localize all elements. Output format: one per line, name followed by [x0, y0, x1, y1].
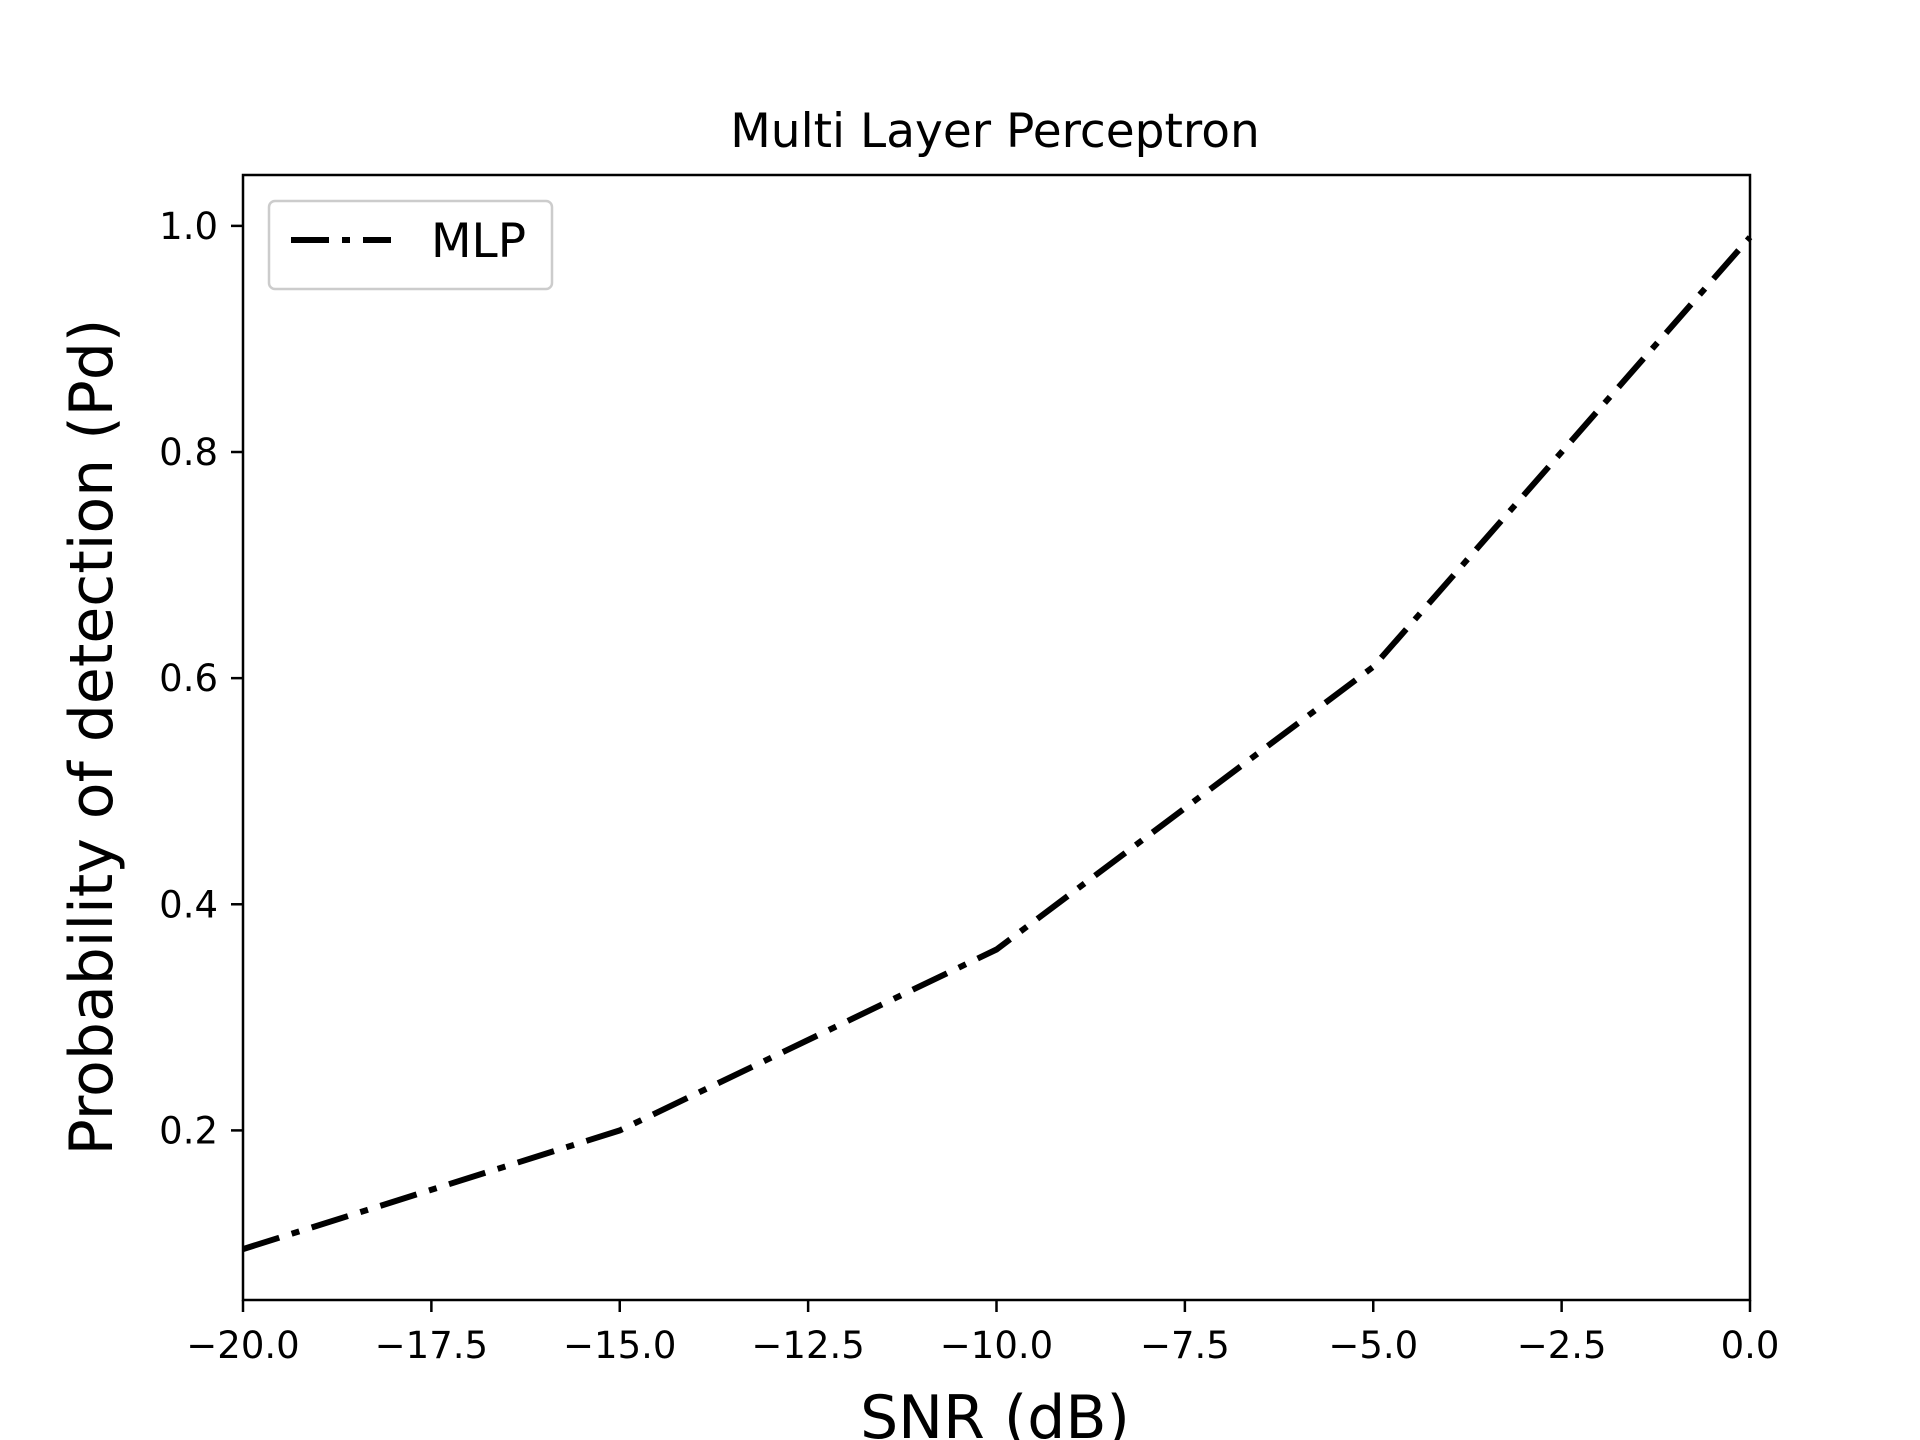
- chart-title: Multi Layer Perceptron: [730, 104, 1260, 159]
- x-tick-label: −2.5: [1517, 1324, 1607, 1367]
- x-tick-label: −5.0: [1328, 1324, 1418, 1367]
- x-axis-title: SNR (dB): [860, 1383, 1130, 1440]
- y-axis-title: Probability of detection (Pd): [57, 319, 127, 1156]
- series-line-mlp: [242, 235, 1753, 1252]
- x-tick-label: 0.0: [1721, 1324, 1780, 1367]
- plot-frame: [241, 173, 1752, 1302]
- y-tick-label: 0.6: [159, 657, 218, 700]
- legend: MLP: [267, 199, 554, 291]
- legend-label-mlp: MLP: [431, 214, 526, 269]
- x-tick-label: −10.0: [940, 1324, 1053, 1367]
- x-tick-label: −7.5: [1140, 1324, 1230, 1367]
- x-tick-label: −15.0: [563, 1324, 676, 1367]
- legend-box: [267, 199, 554, 291]
- y-tick-label: 0.8: [159, 431, 218, 474]
- y-tick-label: 0.2: [159, 1109, 218, 1152]
- y-axis-ticks: 0.2 0.4 0.6 0.8 1.0: [159, 205, 243, 1152]
- y-tick-label: 1.0: [159, 205, 218, 248]
- x-tick-label: −12.5: [751, 1324, 864, 1367]
- x-tick-label: −17.5: [375, 1324, 488, 1367]
- x-axis-ticks: −20.0 −17.5 −15.0 −12.5 −10.0 −7.5 −5.0 −2.5 0.0: [186, 1300, 1779, 1367]
- x-tick-label: −20.0: [186, 1324, 299, 1367]
- y-tick-label: 0.4: [159, 883, 218, 926]
- plot-area: [242, 235, 1753, 1252]
